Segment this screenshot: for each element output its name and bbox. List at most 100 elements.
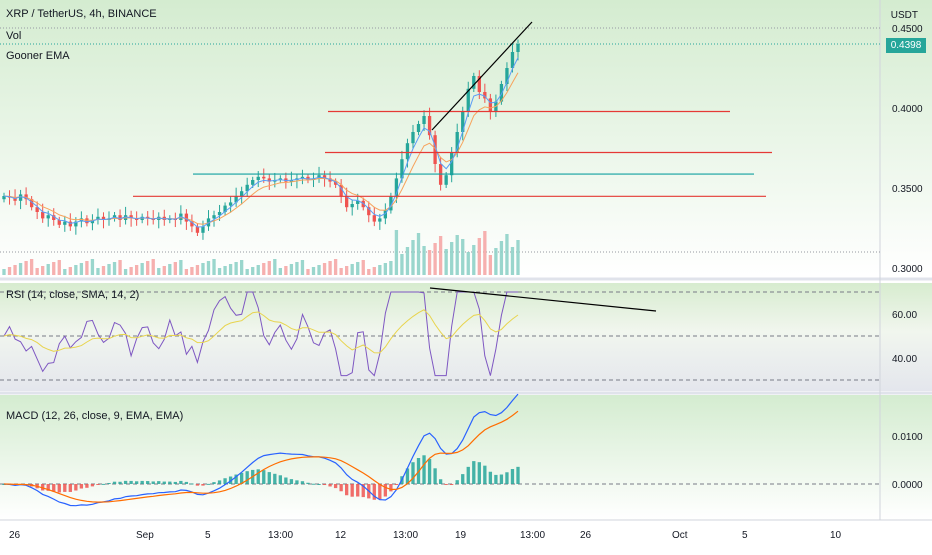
macd-indicator-label[interactable]: MACD (12, 26, close, 9, EMA, EMA) [6, 410, 184, 422]
candle-body [239, 191, 244, 196]
macd-histogram-bar [79, 484, 84, 489]
volume-bar [273, 259, 277, 275]
time-tick-label: 13:00 [268, 530, 293, 541]
macd-histogram-bar [96, 484, 100, 485]
candle-body [35, 207, 39, 212]
candle-body [96, 216, 100, 220]
volume-bar [333, 259, 338, 275]
volume-bar [234, 262, 238, 275]
ema-indicator-label[interactable]: Gooner EMA [6, 50, 70, 62]
volume-bar [356, 262, 360, 275]
candle-body [499, 84, 504, 102]
macd-histogram-bar [151, 481, 155, 484]
macd-histogram-bar [289, 479, 294, 484]
volume-bar [112, 262, 117, 275]
volume-bar [168, 264, 172, 275]
volume-bar [345, 266, 349, 275]
time-tick-label: 19 [455, 530, 467, 541]
macd-histogram-bar [378, 484, 382, 500]
candle-body [217, 212, 222, 216]
volume-bar [461, 239, 465, 275]
macd-histogram-bar [427, 458, 432, 484]
volume-bar [140, 263, 144, 275]
candle-body [411, 132, 415, 144]
candle-body [339, 184, 343, 196]
candle-body [46, 215, 50, 219]
macd-histogram-bar [129, 480, 133, 484]
price-tick-label: 0.4500 [892, 24, 923, 35]
candle-body [134, 218, 139, 220]
volume-bar [295, 262, 299, 275]
candle-body [101, 216, 106, 220]
candle-body [68, 221, 72, 227]
time-tick-label: 12 [335, 530, 347, 541]
candle-body [416, 124, 421, 132]
macd-histogram-bar [57, 484, 61, 493]
candle-body [367, 207, 371, 216]
rsi-indicator-label[interactable]: RSI (14, close, SMA, 14, 2) [6, 289, 140, 301]
volume-bar [2, 269, 6, 275]
candle-body [118, 215, 122, 220]
macd-histogram-bar [328, 484, 332, 487]
time-tick-label: Sep [136, 530, 154, 541]
volume-bar [101, 266, 106, 275]
volume-bar [146, 261, 150, 275]
volume-bar [35, 268, 39, 275]
macd-signal-line [3, 410, 519, 503]
macd-histogram-bar [107, 482, 111, 484]
volume-bar [466, 252, 470, 275]
volume-bar [129, 267, 133, 275]
macd-histogram-bar [217, 480, 222, 484]
macd-histogram-bar [179, 480, 183, 484]
volume-bar [179, 260, 183, 275]
rsi-tick-label: 60.00 [892, 310, 917, 321]
volume-indicator-label[interactable]: Vol [6, 30, 22, 42]
candle-body [405, 143, 410, 160]
candle-body [444, 175, 448, 185]
macd-histogram-bar [157, 481, 161, 484]
volume-bar [251, 267, 255, 275]
volume-bar [405, 247, 410, 275]
macd-histogram-bar [123, 480, 128, 484]
macd-histogram-bar [134, 481, 139, 484]
macd-histogram-bar [483, 465, 487, 484]
volume-bar [118, 260, 122, 275]
macd-histogram-bar [190, 483, 194, 485]
volume-bar [311, 267, 316, 275]
volume-bar [289, 264, 294, 275]
volume-bar [400, 254, 404, 275]
macd-histogram-bar [162, 481, 166, 484]
candle-body [472, 76, 476, 89]
volume-bar [157, 268, 161, 275]
macd-histogram-bar [245, 471, 249, 484]
volume-bar [477, 238, 481, 275]
time-tick-label: 5 [205, 530, 211, 541]
price-tick-label: 0.4000 [892, 104, 923, 115]
volume-bar [394, 230, 399, 275]
macd-histogram-bar [455, 480, 459, 484]
macd-histogram-bar [499, 474, 504, 484]
candle-body [29, 199, 34, 208]
macd-histogram-bar [488, 471, 493, 484]
candle-body [195, 226, 200, 233]
volume-bar [322, 263, 327, 275]
candle-body [450, 152, 454, 176]
volume-bar [190, 267, 194, 275]
macd-histogram-bar [118, 481, 122, 484]
candle-body [350, 204, 354, 208]
candle-body [41, 212, 45, 219]
time-tick-label: Oct [672, 530, 688, 541]
macd-histogram-bar [184, 481, 189, 484]
macd-histogram-bar [345, 484, 349, 496]
macd-histogram-bar [372, 484, 376, 500]
volume-bar [444, 249, 448, 275]
candle-body [184, 213, 189, 222]
macd-histogram-bar [405, 468, 410, 484]
macd-histogram-bar [295, 480, 299, 484]
candle-body [90, 220, 95, 224]
candle-body [129, 215, 133, 219]
candle-body [267, 178, 271, 182]
volume-bar [488, 255, 493, 275]
volume-bar [217, 268, 222, 275]
currency-label: USDT [890, 10, 918, 21]
